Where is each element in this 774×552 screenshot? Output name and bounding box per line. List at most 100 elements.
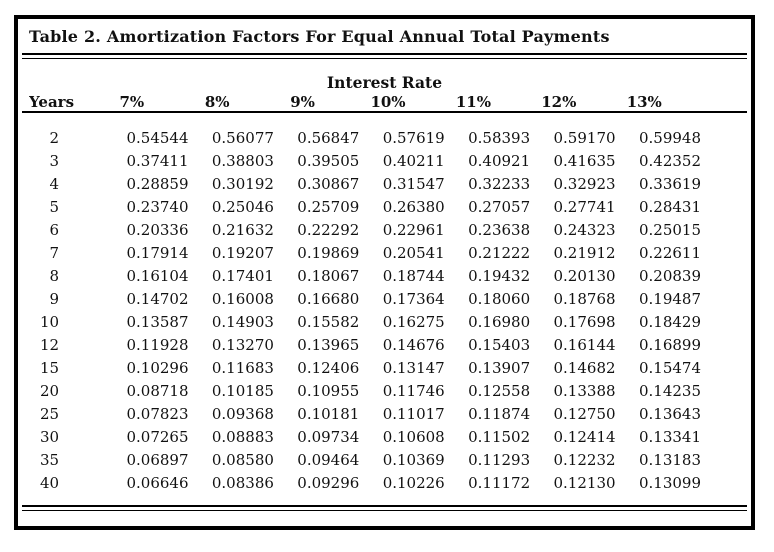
factor-cell: 0.09296 xyxy=(297,473,360,492)
table-row: 6 0.20336 0.21632 0.22292 0.22961 0.2363… xyxy=(29,218,701,241)
factor-cell: 0.24323 xyxy=(553,220,616,239)
factor-cell: 0.08580 xyxy=(211,450,274,469)
factor-cell: 0.37411 xyxy=(126,151,189,170)
factor-cell: 0.06646 xyxy=(126,473,189,492)
factor-cell: 0.13587 xyxy=(126,312,189,331)
column-header-10pct: 10% xyxy=(370,93,406,111)
factor-cell: 0.13907 xyxy=(468,358,531,377)
factor-cell: 0.20839 xyxy=(638,266,701,285)
interest-rate-group-header: Interest Rate xyxy=(326,73,443,92)
factor-cell: 0.08386 xyxy=(211,473,274,492)
factor-cell: 0.16008 xyxy=(211,289,274,308)
factor-cell: 0.10181 xyxy=(297,404,360,423)
factor-cell: 0.12406 xyxy=(297,358,360,377)
year-cell: 35 xyxy=(40,450,60,469)
factor-cell: 0.39505 xyxy=(297,151,360,170)
factor-cell: 0.07823 xyxy=(126,404,189,423)
factor-cell: 0.18744 xyxy=(382,266,445,285)
factors-tbody: 2 0.54544 0.56077 0.56847 0.57619 0.5839… xyxy=(29,126,701,494)
table-row: 15 0.10296 0.11683 0.12406 0.13147 0.139… xyxy=(29,356,701,379)
factor-cell: 0.27057 xyxy=(468,197,531,216)
year-cell: 3 xyxy=(49,151,60,170)
factor-cell: 0.10608 xyxy=(382,427,445,446)
factor-cell: 0.10226 xyxy=(382,473,445,492)
factor-cell: 0.15403 xyxy=(468,335,531,354)
factor-cell: 0.27741 xyxy=(553,197,616,216)
factor-cell: 0.11683 xyxy=(211,358,274,377)
factor-cell: 0.21912 xyxy=(553,243,616,262)
factor-cell: 0.16144 xyxy=(553,335,616,354)
column-header-8pct: 8% xyxy=(204,93,230,111)
factor-cell: 0.11293 xyxy=(468,450,531,469)
factor-cell: 0.20541 xyxy=(382,243,445,262)
factor-cell: 0.38803 xyxy=(211,151,274,170)
year-cell: 40 xyxy=(40,473,60,492)
factor-cell: 0.56847 xyxy=(297,128,360,147)
column-header-7pct: 7% xyxy=(119,93,145,111)
table-row: 20 0.08718 0.10185 0.10955 0.11746 0.125… xyxy=(29,379,701,402)
factor-cell: 0.25709 xyxy=(297,197,360,216)
year-cell: 25 xyxy=(40,404,60,423)
factor-cell: 0.33619 xyxy=(638,174,701,193)
factor-cell: 0.19432 xyxy=(468,266,531,285)
factor-cell: 0.15474 xyxy=(638,358,701,377)
column-header-13pct: 13% xyxy=(626,93,662,111)
year-cell: 20 xyxy=(40,381,60,400)
table-row: 7 0.17914 0.19207 0.19869 0.20541 0.2122… xyxy=(29,241,701,264)
table-row: 9 0.14702 0.16008 0.16680 0.17364 0.1806… xyxy=(29,287,701,310)
factor-cell: 0.09734 xyxy=(297,427,360,446)
factor-cell: 0.21222 xyxy=(468,243,531,262)
factor-cell: 0.18768 xyxy=(553,289,616,308)
factor-cell: 0.17914 xyxy=(126,243,189,262)
year-cell: 4 xyxy=(49,174,60,193)
year-cell: 15 xyxy=(40,358,60,377)
factor-cell: 0.17698 xyxy=(553,312,616,331)
factor-cell: 0.19207 xyxy=(211,243,274,262)
column-header-9pct: 9% xyxy=(290,93,315,111)
factor-cell: 0.08883 xyxy=(211,427,274,446)
table-row: 10 0.13587 0.14903 0.15582 0.16275 0.169… xyxy=(29,310,701,333)
factor-cell: 0.11502 xyxy=(468,427,531,446)
year-cell: 12 xyxy=(40,335,60,354)
factor-cell: 0.11874 xyxy=(468,404,531,423)
factor-cell: 0.23740 xyxy=(126,197,189,216)
factor-cell: 0.10296 xyxy=(126,358,189,377)
factor-cell: 0.10369 xyxy=(382,450,445,469)
factor-cell: 0.14903 xyxy=(211,312,274,331)
factor-cell: 0.11928 xyxy=(126,335,189,354)
table-row: 4 0.28859 0.30192 0.30867 0.31547 0.3223… xyxy=(29,172,701,195)
factor-cell: 0.22611 xyxy=(638,243,701,262)
year-cell: 8 xyxy=(49,266,60,285)
factor-cell: 0.11746 xyxy=(382,381,445,400)
title-double-rule xyxy=(22,53,747,59)
factor-cell: 0.11172 xyxy=(468,473,531,492)
table-row: 35 0.06897 0.08580 0.09464 0.10369 0.112… xyxy=(29,448,701,471)
factor-cell: 0.09368 xyxy=(211,404,274,423)
table-row: 12 0.11928 0.13270 0.13965 0.14676 0.154… xyxy=(29,333,701,356)
factor-cell: 0.16980 xyxy=(468,312,531,331)
factor-cell: 0.25015 xyxy=(638,220,701,239)
factor-cell: 0.20336 xyxy=(126,220,189,239)
column-header-years: Years xyxy=(29,93,75,111)
table-row: 3 0.37411 0.38803 0.39505 0.40211 0.4092… xyxy=(29,149,701,172)
factor-cell: 0.30192 xyxy=(211,174,274,193)
year-cell: 7 xyxy=(49,243,60,262)
factor-cell: 0.13341 xyxy=(638,427,701,446)
table-row: 8 0.16104 0.17401 0.18067 0.18744 0.1943… xyxy=(29,264,701,287)
factor-cell: 0.13183 xyxy=(638,450,701,469)
factor-cell: 0.14235 xyxy=(638,381,701,400)
factor-cell: 0.32233 xyxy=(468,174,531,193)
factor-cell: 0.12414 xyxy=(553,427,616,446)
factor-cell: 0.13643 xyxy=(638,404,701,423)
factor-cell: 0.17401 xyxy=(211,266,274,285)
factor-cell: 0.17364 xyxy=(382,289,445,308)
year-cell: 2 xyxy=(49,128,60,147)
table-row: 25 0.07823 0.09368 0.10181 0.11017 0.118… xyxy=(29,402,701,425)
column-header-row: Years 7% 8% 9% 10% 11% 12% 13% xyxy=(29,91,701,113)
table-row: 30 0.07265 0.08883 0.09734 0.10608 0.115… xyxy=(29,425,701,448)
factor-cell: 0.18067 xyxy=(297,266,360,285)
year-cell: 30 xyxy=(40,427,60,446)
factor-cell: 0.23638 xyxy=(468,220,531,239)
factor-cell: 0.25046 xyxy=(211,197,274,216)
factor-cell: 0.40921 xyxy=(468,151,531,170)
